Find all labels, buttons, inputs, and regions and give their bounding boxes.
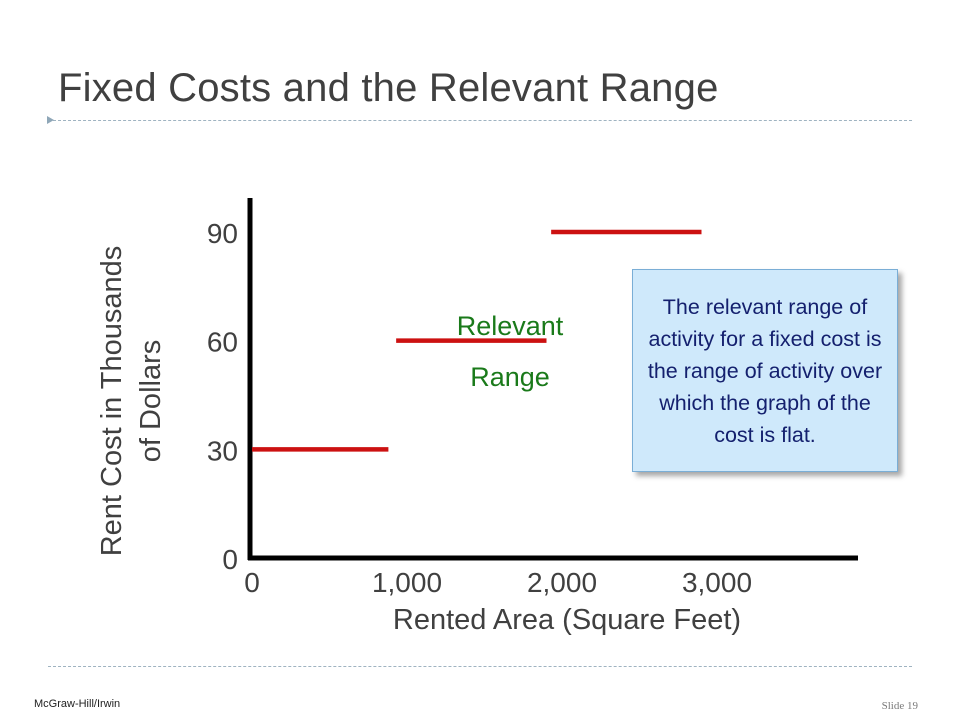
y-tick-labels: 0 30 60 90 [207,218,238,575]
x-axis-label: Rented Area (Square Feet) [393,604,741,636]
cost-segments [252,229,702,452]
x-tick-label: 3,000 [682,567,752,598]
chart-axes [247,198,858,561]
x-tick-label: 1,000 [372,567,442,598]
y-axis-label-line2: of Dollars [135,340,167,463]
y-tick-label: 0 [222,544,238,575]
title-divider [48,120,912,121]
x-tick-labels: 0 1,000 2,000 3,000 [244,567,752,598]
y-tick-label: 60 [207,327,238,358]
relevant-range-label-line1: Relevant [457,311,564,341]
relevant-range-callout: The relevant range of activity for a fix… [632,269,898,472]
y-axis-label-line1: Rent Cost in Thousands [96,246,128,557]
x-tick-label: 0 [244,567,260,598]
relevant-range-label-line2: Range [470,362,550,392]
slide-title: Fixed Costs and the Relevant Range [58,66,719,110]
y-tick-label: 30 [207,435,238,466]
slide-number: Slide 19 [881,700,918,712]
bullet-triangle-icon [47,116,54,124]
callout-text: The relevant range of activity for a fix… [647,294,883,447]
footer-divider [48,666,912,667]
publisher-footer: McGraw-Hill/Irwin [34,698,121,710]
x-tick-label: 2,000 [527,567,597,598]
y-tick-label: 90 [207,218,238,249]
